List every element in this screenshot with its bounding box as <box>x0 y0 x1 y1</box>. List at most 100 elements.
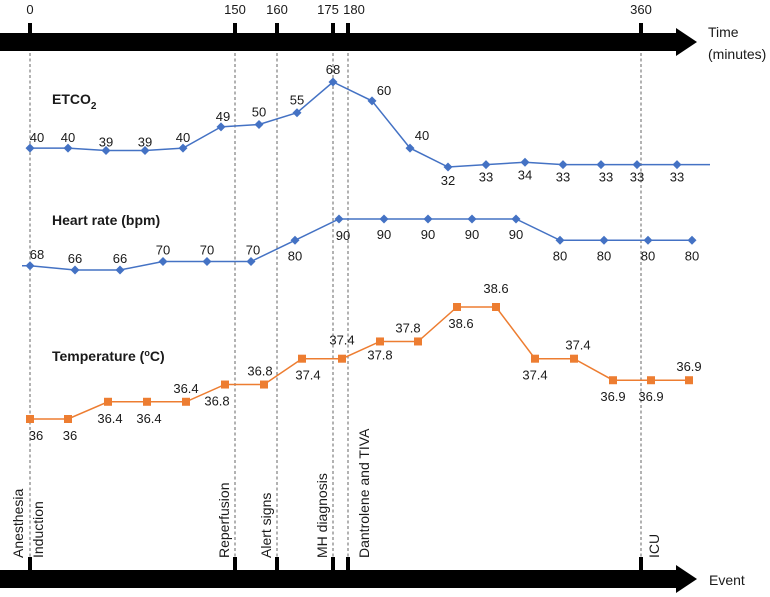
series-2-value-label-5: 36.8 <box>204 394 229 409</box>
series-1-value-label-0: 68 <box>30 247 44 262</box>
series-0-point-11 <box>443 162 453 172</box>
event-axis-bar <box>0 565 697 593</box>
series-title-temp-end: C) <box>150 348 165 364</box>
series-2-value-label-9: 37.8 <box>367 347 392 362</box>
time-tick-label-1: 150 <box>224 2 246 17</box>
axes <box>0 23 697 593</box>
series-1-point-10 <box>467 214 477 224</box>
series-0-line <box>30 81 677 168</box>
series-0-point-6 <box>254 120 264 129</box>
series-1-point-0 <box>25 261 35 271</box>
series-0-value-label-2: 39 <box>99 134 113 149</box>
series-0-point-14 <box>558 160 568 170</box>
series-1-point-7 <box>334 214 344 224</box>
series-1-value-label-15: 80 <box>685 248 699 263</box>
series-title-etco2: ETCO2 <box>52 91 97 112</box>
axis-labels: 0 150 160 175 180 360 Time (minutes) Event Anesth… <box>10 2 766 588</box>
series-1-value-label-9: 90 <box>421 227 435 242</box>
time-axis-bar <box>0 28 697 56</box>
series-2-point-3 <box>143 397 151 406</box>
series-1-point-12 <box>555 235 565 245</box>
series-0-point-10 <box>405 143 415 153</box>
series-2-point-10 <box>414 337 422 346</box>
series-0-point-1 <box>63 143 73 153</box>
time-tick-2 <box>275 23 279 39</box>
series-2-point-11 <box>453 303 461 311</box>
series-0-value-label-17: 33 <box>670 170 684 185</box>
time-tick-label-3: 175 <box>317 2 339 17</box>
series-1-point-4 <box>202 257 212 266</box>
series-2-point-8 <box>338 354 346 363</box>
time-tick-3 <box>331 23 335 39</box>
time-tick-5 <box>639 23 643 39</box>
series-0-value-label-8: 68 <box>326 62 340 77</box>
series-1-point-1 <box>70 265 80 275</box>
series-1-value-label-6: 80 <box>288 248 302 263</box>
series-1-point-5 <box>246 257 256 266</box>
series-0-value-label-12: 33 <box>479 170 493 185</box>
series-2-point-17 <box>685 376 693 385</box>
series-0-point-4 <box>178 143 188 153</box>
series-1-value-label-5: 70 <box>246 243 260 258</box>
event-label-2: Reperfusion <box>216 483 232 559</box>
series-0-point-0 <box>25 143 35 153</box>
series-title-etco2-main: ETCO <box>52 91 91 107</box>
series-1-value-label-3: 70 <box>156 243 170 258</box>
time-tick-0 <box>28 23 32 39</box>
series-0-point-15 <box>596 160 606 170</box>
series-1-value-label-4: 70 <box>200 243 214 258</box>
series-0-point-12 <box>481 160 491 170</box>
event-tick-4 <box>346 557 350 573</box>
series-1-point-3 <box>158 257 168 266</box>
series-2-line <box>30 306 689 420</box>
time-tick-label-5: 360 <box>630 2 652 17</box>
series-title-temp-sup: o <box>144 348 150 358</box>
event-tick-0 <box>28 557 32 573</box>
series-1-value-label-13: 80 <box>597 248 611 263</box>
event-tick-2 <box>275 557 279 573</box>
series-1-point-14 <box>643 235 653 245</box>
time-tick-label-0: 0 <box>26 2 33 17</box>
series-2-point-7 <box>298 354 306 363</box>
time-tick-label-2: 160 <box>266 2 288 17</box>
series-0-value-label-9: 60 <box>377 83 391 98</box>
series-0-value-label-11: 32 <box>441 173 455 188</box>
series-1-point-2 <box>115 265 125 275</box>
series-0-point-3 <box>140 145 150 155</box>
time-tick-label-4: 180 <box>343 2 365 17</box>
series-0-value-label-1: 40 <box>61 130 75 145</box>
time-axis-title-line1: Time <box>708 24 739 40</box>
series-1-value-label-14: 80 <box>641 248 655 263</box>
guide-lines <box>29 53 642 575</box>
series-0-value-label-3: 39 <box>138 134 152 149</box>
series-2-value-label-11: 38.6 <box>448 316 473 331</box>
series-2-value-label-4: 36.4 <box>173 381 198 396</box>
series-2-value-label-8: 37.4 <box>329 333 354 348</box>
event-tick-5 <box>639 557 643 573</box>
series-title-etco2-sub: 2 <box>91 101 97 112</box>
series-0-value-label-13: 34 <box>518 167 532 182</box>
series-1-point-15 <box>687 235 697 245</box>
series-2-value-label-6: 36.8 <box>247 364 272 379</box>
series-2-point-15 <box>609 376 617 385</box>
series-2-point-4 <box>182 397 190 406</box>
series-2: 36 36 36.4 36.4 36.4 36.8 36.8 37.4 37.4 37.837.8… <box>26 281 702 443</box>
event-axis-title: Event <box>709 572 745 588</box>
series-1-value-label-11: 90 <box>509 227 523 242</box>
series-1-point-6 <box>290 235 300 245</box>
series-1-value-label-12: 80 <box>553 248 567 263</box>
series: 40 40 39 39 40 49 50 55 68 60 40 32 33 34 33 33 33 33 68 66… <box>22 62 710 443</box>
series-0-point-2 <box>101 145 111 155</box>
series-1-value-label-2: 66 <box>113 251 127 266</box>
series-2-value-label-2: 36.4 <box>97 411 122 426</box>
series-2-value-label-0: 36 <box>29 428 43 443</box>
series-0-point-7 <box>292 108 302 118</box>
series-0-point-17 <box>672 160 682 170</box>
series-1-value-label-10: 90 <box>465 227 479 242</box>
event-label-6: ICU <box>646 534 662 558</box>
series-0-point-5 <box>216 122 226 132</box>
series-0-value-label-10: 40 <box>415 128 429 143</box>
event-label-1: Induction <box>30 501 46 558</box>
series-2-value-label-13: 37.4 <box>522 368 547 383</box>
event-label-4: MH diagnosis <box>314 473 330 558</box>
